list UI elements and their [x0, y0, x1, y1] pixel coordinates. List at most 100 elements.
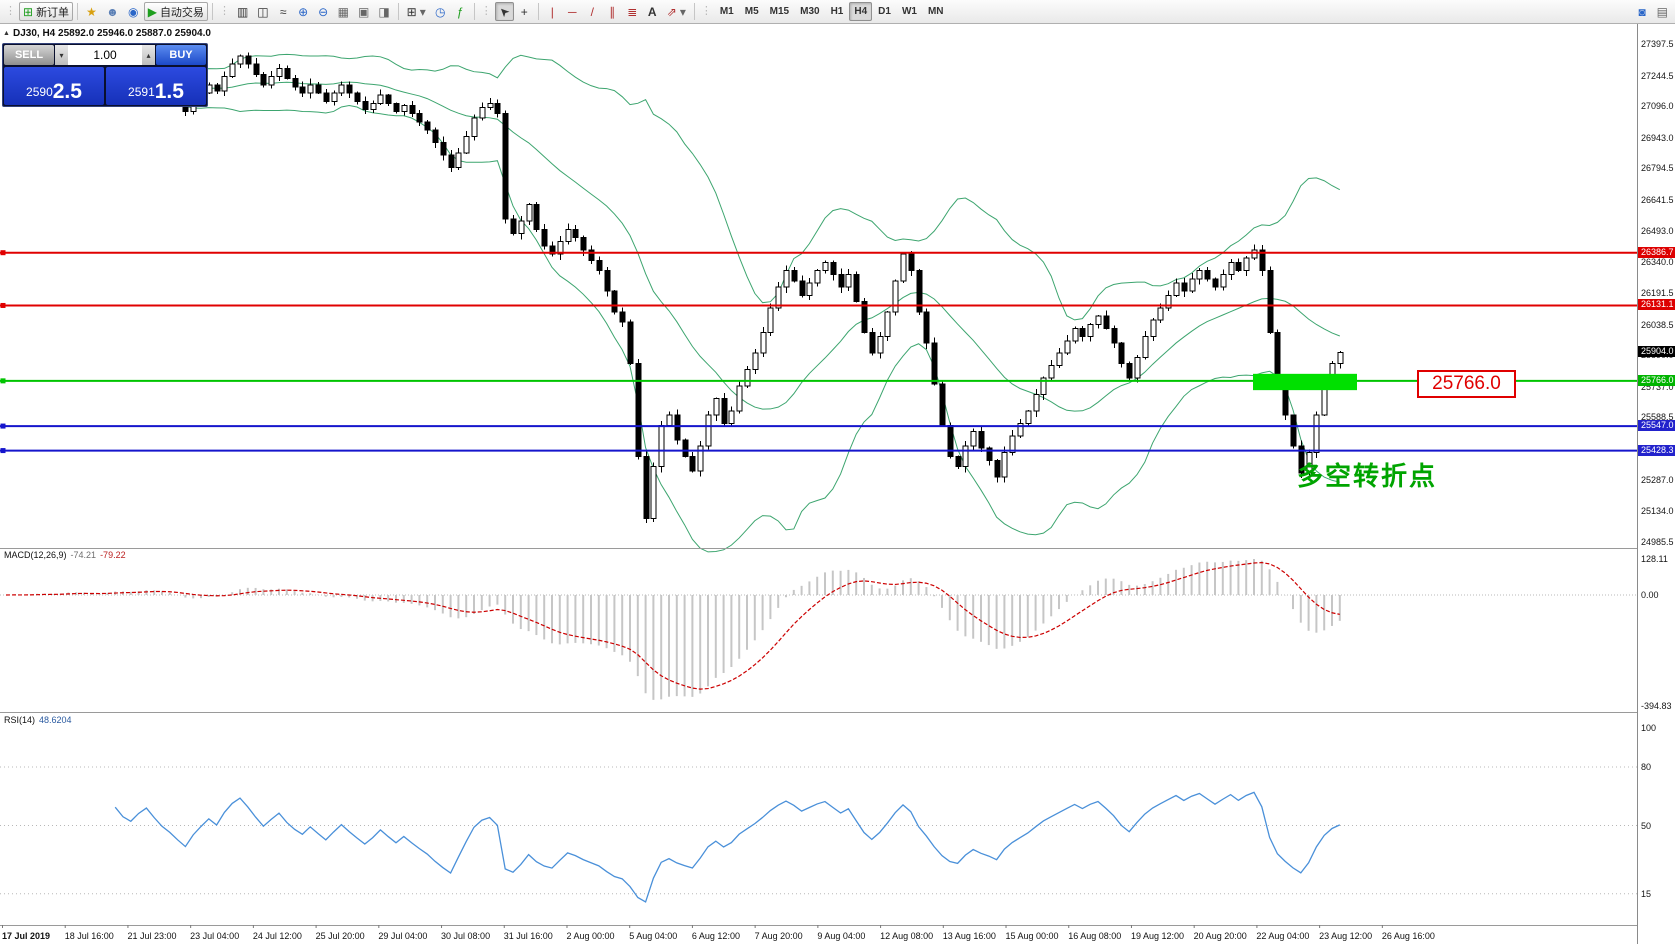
line-chart-button[interactable]: ≈ — [274, 2, 293, 21]
time-label: 7 Aug 20:00 — [755, 931, 803, 941]
time-label: 24 Jul 12:00 — [253, 931, 302, 941]
text-tool-icon: A — [647, 4, 657, 19]
time-label: 20 Aug 20:00 — [1194, 931, 1247, 941]
price-callout-box[interactable]: 25766.0 — [1417, 370, 1516, 398]
candle-chart-icon: ◫ — [257, 4, 269, 19]
macd-axis-tick: 128.11 — [1641, 554, 1668, 564]
price-tick: 26493.0 — [1641, 225, 1674, 236]
volume-up-button[interactable]: ▴ — [142, 45, 155, 65]
bollinger-bands — [154, 53, 1341, 553]
pane-separators — [0, 548, 1637, 926]
arrows-tool-button[interactable]: ⇗ ▾ — [663, 2, 690, 21]
timeframe-m15[interactable]: M15 — [769, 6, 790, 17]
timeframe-h4[interactable]: H4 — [849, 2, 873, 21]
new-order-button[interactable]: ⊞ 新订单 — [19, 2, 74, 21]
channel-icon: ∥ — [609, 4, 616, 19]
rsi-indicator — [0, 766, 1637, 903]
macd-indicator — [0, 559, 1637, 700]
sell-price-big: 2.5 — [52, 80, 82, 103]
time-label: 6 Aug 12:00 — [692, 931, 740, 941]
new-order-icon: ⊞ — [23, 4, 34, 19]
toolbar-grip: ⋮ — [700, 5, 712, 17]
time-label: 25 Jul 20:00 — [316, 931, 365, 941]
toolbar-separator — [77, 3, 79, 20]
new-chart-button[interactable]: ⊞ ▾ — [403, 2, 430, 21]
time-label: 30 Jul 08:00 — [441, 931, 490, 941]
timeframe-w1[interactable]: W1 — [901, 6, 917, 17]
trendline-icon: / — [590, 4, 594, 19]
price-marker-label: 25428.3 — [1638, 444, 1675, 456]
buy-button[interactable]: BUY — [156, 45, 206, 65]
crosshair-tool-button[interactable]: + — [515, 2, 534, 21]
price-marker-label: 26386.7 — [1638, 246, 1675, 258]
auto-trading-button[interactable]: ▶ 自动交易 — [143, 2, 208, 21]
cascade-windows-button[interactable]: ◨ — [374, 2, 393, 21]
clock-icon: ◷ — [435, 4, 446, 19]
timeframe-m30[interactable]: M30 — [800, 6, 820, 17]
toolbar-separator — [537, 3, 539, 20]
chevron-down-icon: ▾ — [679, 4, 686, 19]
bar-chart-button[interactable]: ▥ — [233, 2, 252, 21]
profile-button[interactable]: ☻ — [102, 2, 123, 21]
screenshot-button[interactable]: ◙ — [1633, 2, 1652, 21]
time-label: 12 Aug 08:00 — [880, 931, 933, 941]
price-marker-label: 25766.0 — [1638, 374, 1675, 386]
zoom-out-button[interactable]: ⊖ — [314, 2, 333, 21]
price-marker-label: 26131.1 — [1638, 299, 1675, 311]
candlesticks — [3, 52, 1344, 523]
toolbar-grip: ⋮ — [218, 5, 230, 17]
layout-icon: ▤ — [1656, 4, 1668, 19]
favorites-button[interactable]: ★ — [82, 2, 101, 21]
turning-point-annotation[interactable]: 多空转折点 — [1297, 461, 1438, 491]
macd-label: MACD(12,26,9) -74.21 -79.22 — [4, 550, 126, 560]
toolbar-separator — [693, 3, 695, 20]
volume-input[interactable]: 1.00 — [68, 45, 142, 65]
one-click-trading-panel: SELL ▾ 1.00 ▴ BUY 2590 2.5 2591 1.5 — [2, 43, 208, 107]
time-label: 17 Jul 2019 — [2, 931, 50, 941]
sell-price[interactable]: 2590 2.5 — [4, 67, 104, 105]
buy-price[interactable]: 2591 1.5 — [106, 67, 206, 105]
time-label: 9 Aug 04:00 — [817, 931, 865, 941]
news-button[interactable]: ◉ — [124, 2, 143, 21]
sound-icon: ◉ — [127, 4, 139, 19]
timeframe-m1[interactable]: M1 — [719, 6, 734, 17]
rsi-axis-tick: 50 — [1641, 820, 1652, 831]
timeframe-m5[interactable]: M5 — [744, 6, 759, 17]
time-label: 18 Jul 16:00 — [65, 931, 114, 941]
main-toolbar: ⋮ ⊞ 新订单 ★ ☻ ◉ ▶ 自动交易 ⋮ ▥ ◫ ≈ ⊕ ⊖ ▦ ▣ ◨ ⊞ — [0, 0, 1675, 24]
tile-windows-button[interactable]: ▣ — [354, 2, 373, 21]
vertical-line-tool-button[interactable]: | — [543, 2, 562, 21]
rsi-axis-tick: 100 — [1641, 723, 1657, 733]
trendline-tool-button[interactable]: / — [583, 2, 602, 21]
fibonacci-tool-button[interactable]: ≣ — [623, 2, 642, 21]
timeframe-h1[interactable]: H1 — [830, 6, 844, 17]
volume-down-button[interactable]: ▾ — [55, 45, 68, 65]
zoom-in-button[interactable]: ⊕ — [294, 2, 313, 21]
zoom-in-icon: ⊕ — [298, 4, 309, 19]
highlight-zone — [1253, 373, 1357, 391]
timeframe-d1[interactable]: D1 — [878, 6, 891, 17]
text-tool-button[interactable]: A — [643, 2, 662, 21]
price-tick: 25134.0 — [1641, 506, 1674, 517]
indicators-button[interactable]: ƒ — [451, 2, 470, 21]
price-tick: 25287.0 — [1641, 474, 1674, 485]
macd-axis-tick: 0.00 — [1641, 590, 1659, 600]
collapse-panel-icon[interactable]: ▲ — [3, 30, 10, 37]
indicators-icon: ƒ — [456, 4, 464, 19]
rsi-axis-tick: 15 — [1641, 888, 1652, 899]
channel-tool-button[interactable]: ∥ — [603, 2, 622, 21]
candle-chart-button[interactable]: ◫ — [253, 2, 272, 21]
horizontal-line-icon: ─ — [567, 4, 577, 19]
grid-button[interactable]: ▦ — [334, 2, 353, 21]
toolbar-separator — [397, 3, 399, 20]
horizontal-line-tool-button[interactable]: ─ — [563, 2, 582, 21]
time-label: 5 Aug 04:00 — [629, 931, 677, 941]
sell-button[interactable]: SELL — [4, 45, 54, 65]
time-label: 13 Aug 16:00 — [943, 931, 996, 941]
timeframe-mn[interactable]: MN — [927, 6, 944, 17]
period-button[interactable]: ◷ — [431, 2, 450, 21]
layout-button[interactable]: ▤ — [1653, 2, 1672, 21]
price-scale[interactable]: 27397.5 27244.5 27096.0 26943.0 26794.5 26641… — [1637, 24, 1675, 944]
cursor-tool-button[interactable]: ➤ — [494, 2, 514, 21]
time-label: 23 Jul 04:00 — [190, 931, 239, 941]
